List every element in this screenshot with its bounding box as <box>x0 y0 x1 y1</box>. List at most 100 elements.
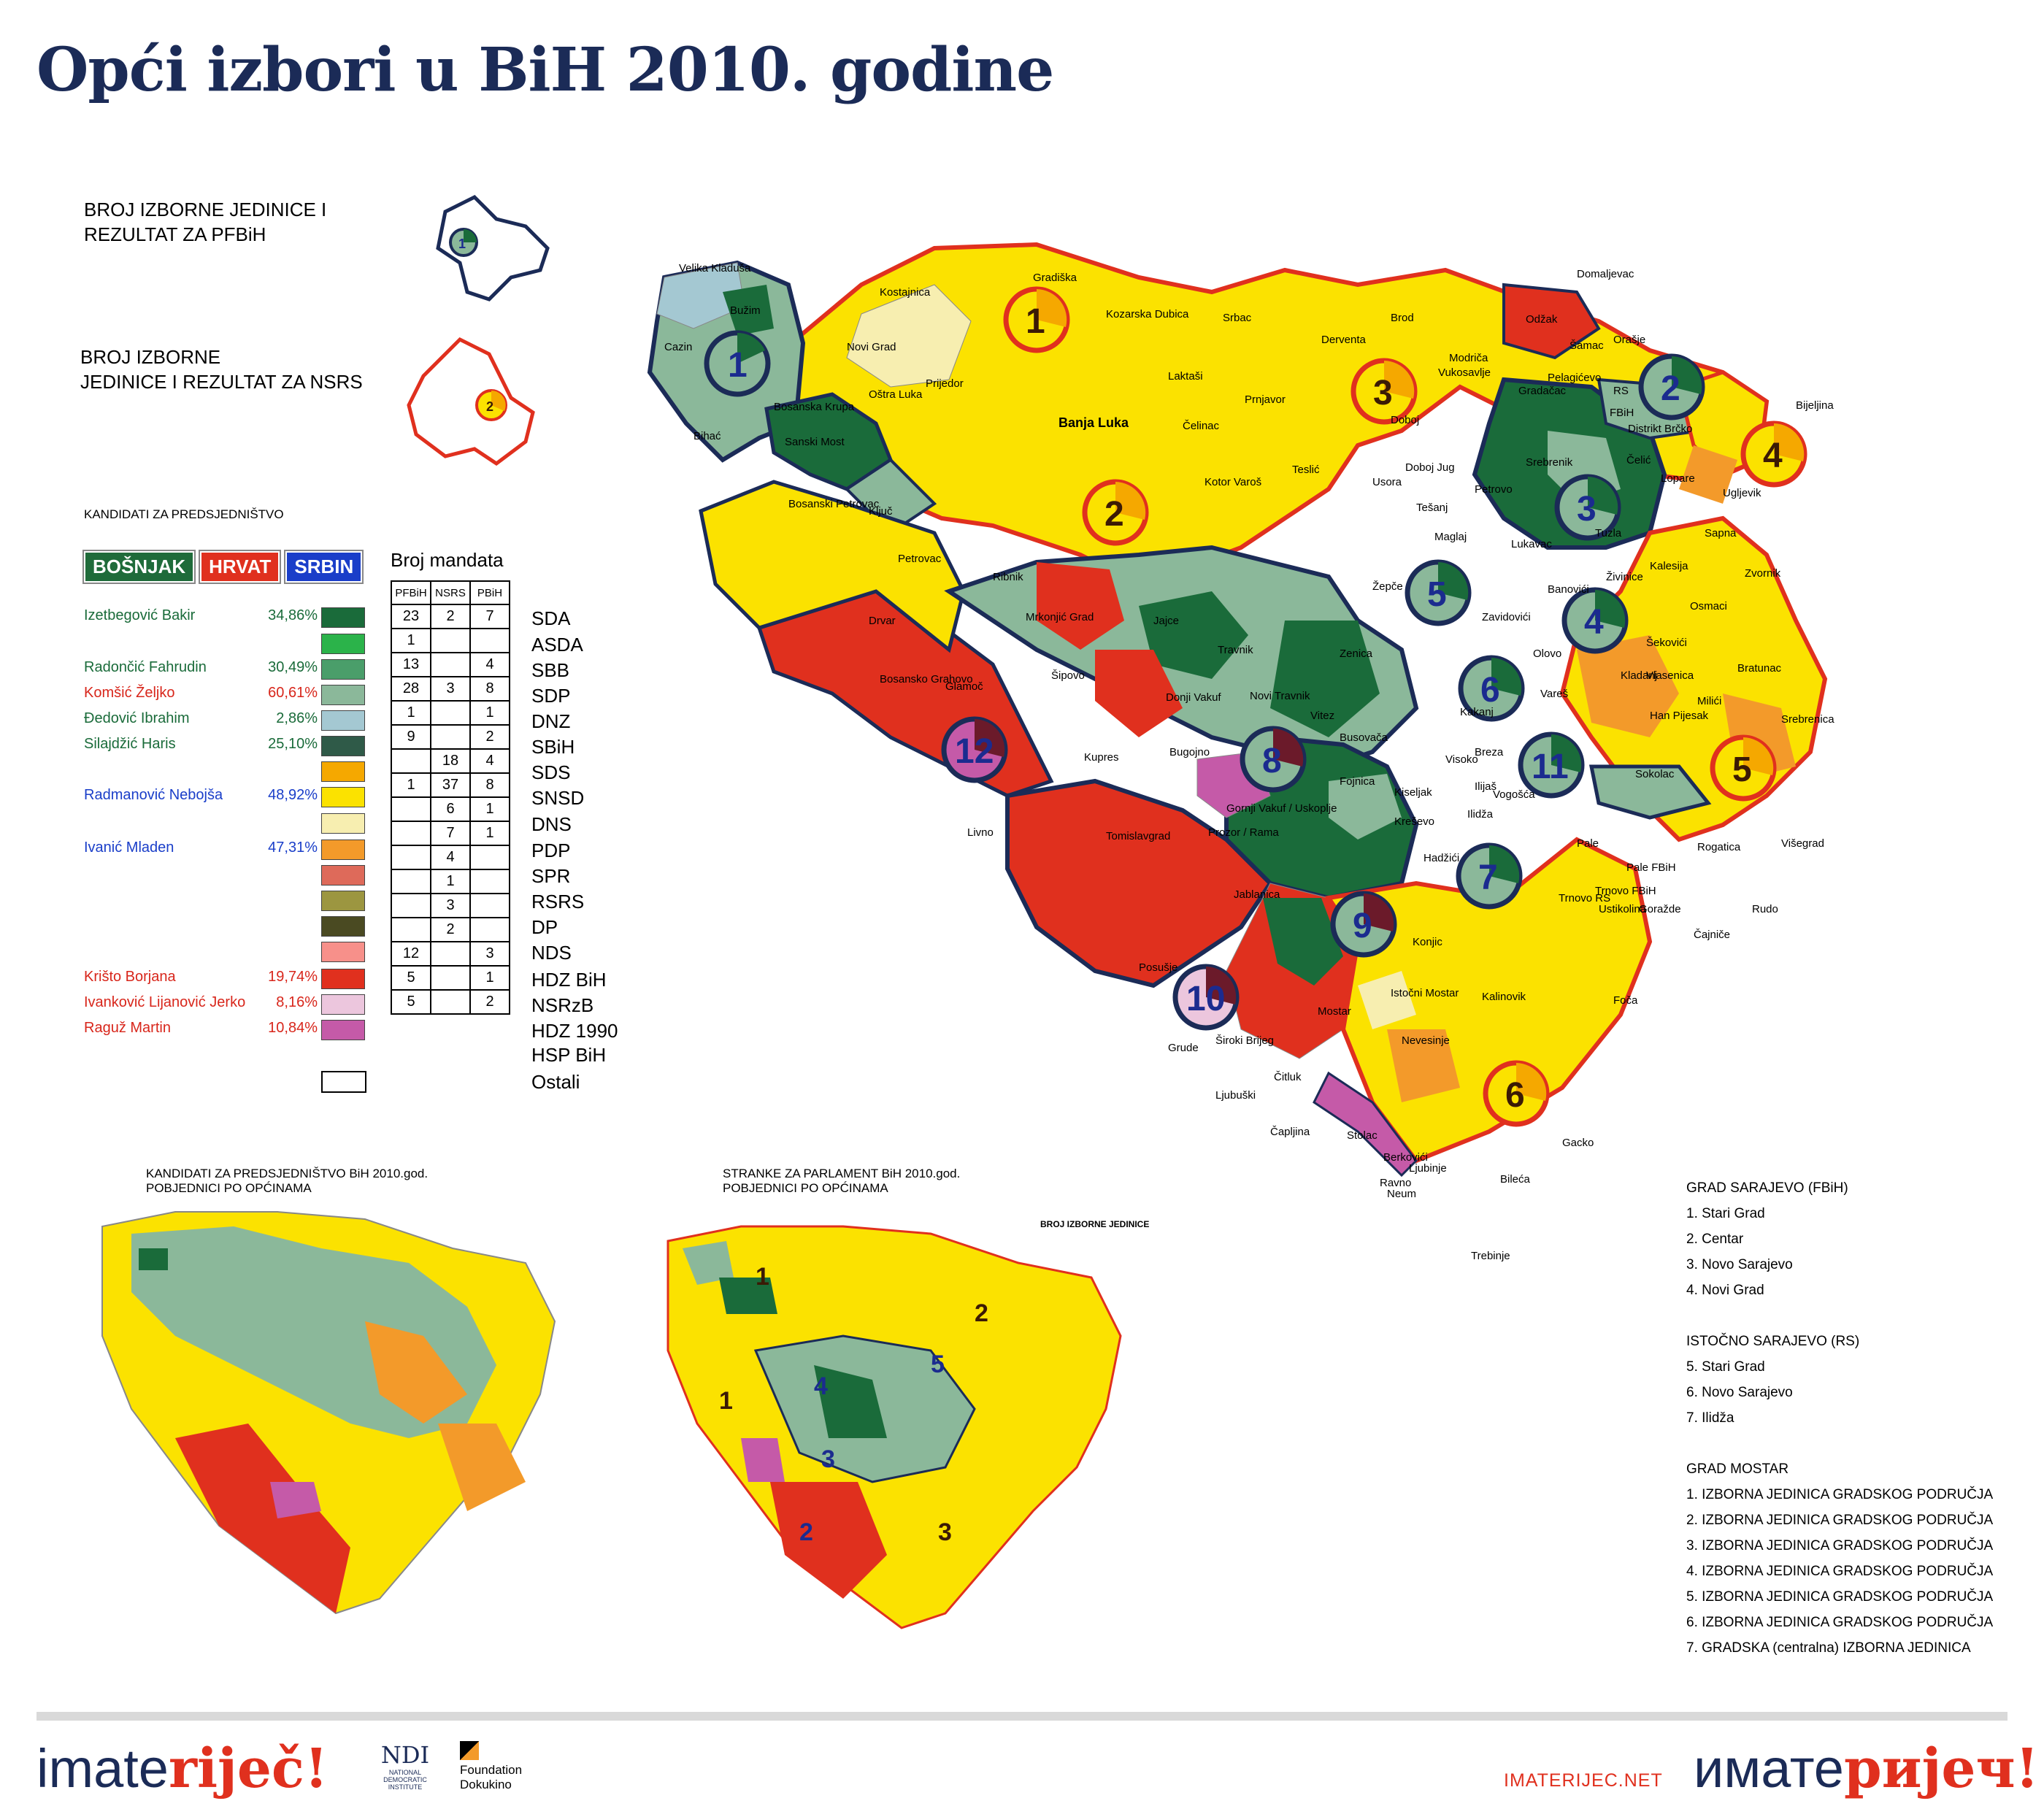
map-label: Ključ <box>869 505 893 518</box>
map-label: Zvornik <box>1745 567 1781 580</box>
map-label: Čapljina <box>1270 1126 1310 1138</box>
map-label: Široki Brijeg <box>1215 1034 1274 1047</box>
party-swatch-dp <box>321 916 365 937</box>
map-label: Velika Kladuša <box>679 262 751 274</box>
cell <box>391 748 431 774</box>
logo-ndi[interactable]: NDI NATIONAL DEMOCRATIC INSTITUTE <box>372 1741 438 1791</box>
map-label: Bihać <box>694 430 721 442</box>
candidate-pct: 10,84% <box>268 1020 318 1036</box>
cell: 1 <box>469 965 510 991</box>
list-heading: GRAD SARAJEVO (FBiH) <box>1686 1180 1848 1196</box>
map-label: Neum <box>1387 1188 1416 1200</box>
map-label: Bratunac <box>1737 662 1782 675</box>
map-label: Breza <box>1475 746 1504 758</box>
table-row: 1 <box>391 869 510 894</box>
table-row: 12 3 <box>391 941 510 967</box>
map-label: Tomislavgrad <box>1106 830 1170 842</box>
col-pfbih: PFBiH <box>391 580 431 605</box>
unit-circle-fbih-8: 8 <box>1240 726 1307 793</box>
map-label: Čelić <box>1626 454 1651 466</box>
cell <box>391 893 431 918</box>
cell: 3 <box>469 941 510 967</box>
map-label: Fojnica <box>1340 775 1375 788</box>
website-link[interactable]: IMATERIJEC.NET <box>1504 1770 1663 1791</box>
bottom-left-caption-line2: POBJEDNICI PO OPĆINAMA <box>146 1181 312 1195</box>
cell: 1 <box>391 700 431 726</box>
svg-text:1: 1 <box>728 346 748 385</box>
legend-pfbih-map: 1 <box>436 194 550 301</box>
bottom-right-caption-line1: STRANKE ZA PARLAMENT BiH 2010.god. <box>723 1167 961 1180</box>
candidate-name: Ivanković Lijanović Jerko <box>84 994 246 1010</box>
map-label: Banja Luka <box>1058 415 1129 430</box>
bottom-unit-rs-2: 2 <box>975 1299 988 1327</box>
map-label: Konjic <box>1413 936 1442 948</box>
logo-imaterijec[interactable]: imateriječ! <box>36 1737 328 1800</box>
map-label: Brod <box>1391 312 1414 324</box>
cell: 23 <box>391 604 431 629</box>
map-label: Lopare <box>1661 472 1695 485</box>
map-label: Kiseljak <box>1394 786 1432 799</box>
party-name: HDZ 1990 <box>531 1020 618 1042</box>
map-label: Bijeljina <box>1796 399 1834 412</box>
map-label: Kalesija <box>1650 560 1688 572</box>
ethnic-headers: BOŠNJAK HRVAT SRBIN <box>84 551 363 583</box>
map-label: Jajce <box>1153 615 1179 627</box>
list-item: 3. Novo Sarajevo <box>1686 1257 1793 1272</box>
unit-circle-fbih-1: 1 <box>704 330 771 397</box>
map-label: Ustikolina <box>1599 903 1647 915</box>
map-label: Lukavac <box>1511 538 1552 550</box>
logo-dokukino[interactable]: Foundation Dokukino <box>460 1741 522 1792</box>
candidate-pct: 34,86% <box>268 607 318 623</box>
map-label: Ljubinje <box>1409 1162 1447 1175</box>
cell <box>430 989 471 1015</box>
cell: 13 <box>391 652 431 677</box>
list-item: 2. Centar <box>1686 1232 1744 1247</box>
map-label: Petrovac <box>898 553 942 565</box>
party-name: Ostali <box>531 1071 580 1093</box>
cell: 1 <box>430 869 471 894</box>
svg-text:2: 2 <box>486 399 493 414</box>
map-label: Glamoč <box>945 680 983 693</box>
map-label: Bosansko Grahovo <box>880 673 973 685</box>
cell: 1 <box>391 772 431 798</box>
map-label: Han Pijesak <box>1650 710 1709 722</box>
svg-text:12: 12 <box>955 732 994 771</box>
svg-text:4: 4 <box>1763 437 1783 475</box>
party-name: RSRS <box>531 891 585 913</box>
dokukino-line2: Dokukino <box>460 1778 512 1791</box>
list-item: 5. IZBORNA JEDINICA GRADSKOG PODRUČJA <box>1686 1589 1994 1605</box>
map-label: Kalinovik <box>1482 991 1526 1003</box>
map-label: Trebinje <box>1471 1250 1510 1262</box>
map-label: Maglaj <box>1434 531 1467 543</box>
list-item: 4. Novi Grad <box>1686 1283 1764 1298</box>
map-label: Bileća <box>1500 1173 1531 1186</box>
candidate-name: Ivanić Mladen <box>84 840 174 856</box>
map-label: Trnovo RS <box>1559 892 1610 904</box>
party-name: PDP <box>531 840 571 861</box>
candidate-row: Silajdžić Haris 25,10% <box>84 736 318 753</box>
candidate-name: Radmanović Nebojša <box>84 787 223 803</box>
map-label: Ravno <box>1380 1177 1411 1189</box>
cell: 2 <box>430 604 471 629</box>
map-label: Sokolac <box>1635 768 1675 780</box>
party-name: NSRzB <box>531 994 594 1016</box>
list-item: 6. Novo Sarajevo <box>1686 1385 1793 1400</box>
unit-circle-rs-1: 1 <box>1003 286 1070 353</box>
map-label: Šekovići <box>1646 637 1687 649</box>
table-row: 3 <box>391 893 510 918</box>
mandates-header-row: PFBiH NSRS PBiH <box>391 580 510 605</box>
party-name: SPR <box>531 865 571 887</box>
cell <box>469 893 510 918</box>
table-row: 28 3 8 <box>391 676 510 702</box>
table-row: 2 <box>391 917 510 942</box>
map-label: Novi Grad <box>847 341 896 353</box>
ndi-text: NDI <box>380 1741 430 1769</box>
unit-circle-fbih-5: 5 <box>1405 559 1472 626</box>
bottom-right-annotation: BROJ IZBORNE JEDINICE <box>1040 1219 1150 1229</box>
logo-imaterijec-cyrillic[interactable]: иматериjеч! <box>1694 1737 2039 1800</box>
map-label: Oštra Luka <box>869 388 923 401</box>
candidate-row: Radmanović Nebojša 48,92% <box>84 787 318 804</box>
candidate-pct: 30,49% <box>268 659 318 675</box>
